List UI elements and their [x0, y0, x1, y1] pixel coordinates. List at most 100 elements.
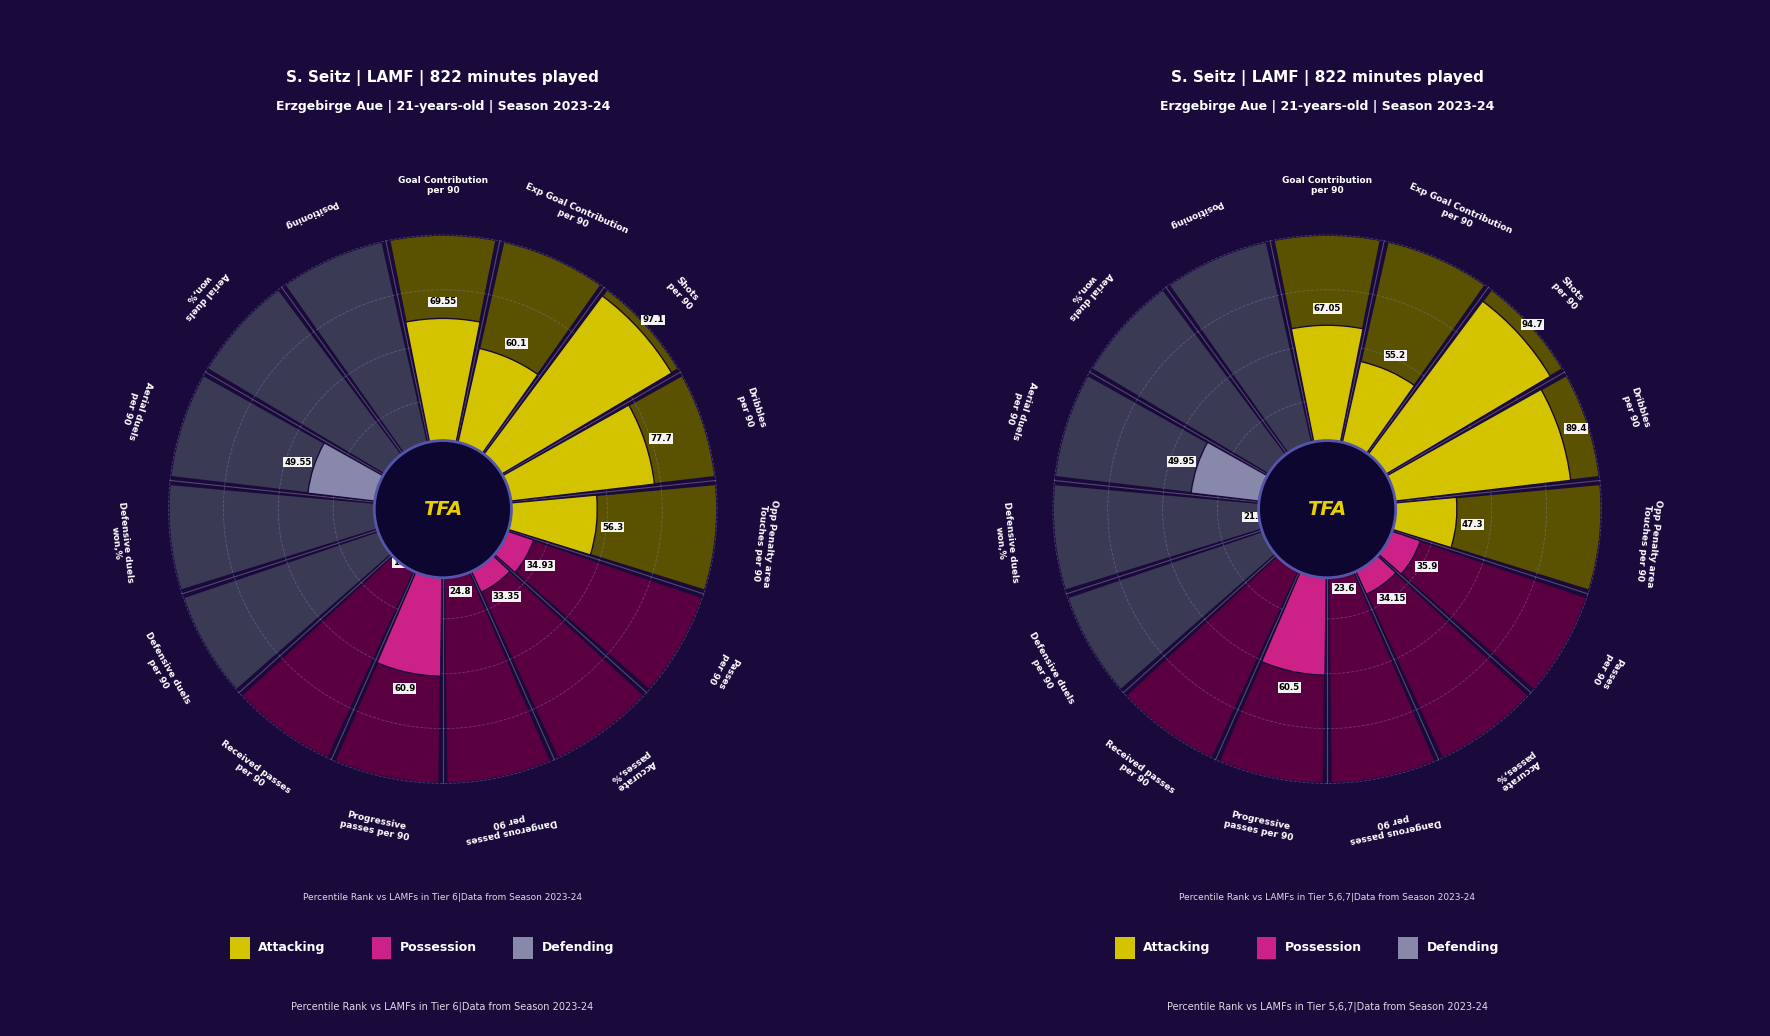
Text: Defensive duels
won,%: Defensive duels won,% [106, 501, 135, 584]
Wedge shape [442, 509, 510, 593]
Wedge shape [1328, 509, 1435, 783]
Text: Aerial duels
per 90: Aerial duels per 90 [117, 377, 154, 441]
Wedge shape [335, 509, 442, 783]
Wedge shape [1328, 509, 1352, 574]
Text: Aerial duels
won,%: Aerial duels won,% [1058, 263, 1113, 321]
Text: 97.1: 97.1 [643, 315, 664, 324]
Wedge shape [442, 375, 715, 509]
Text: Attacking: Attacking [258, 942, 326, 954]
Text: Dangerous passes
per 90: Dangerous passes per 90 [1347, 807, 1443, 845]
Wedge shape [1328, 301, 1551, 509]
Text: Exp Goal Contribution
per 90: Exp Goal Contribution per 90 [1404, 182, 1513, 246]
Wedge shape [1092, 289, 1328, 509]
Wedge shape [405, 509, 442, 554]
Wedge shape [241, 509, 442, 758]
Text: Passes
per 90: Passes per 90 [706, 651, 740, 691]
Text: Defensive duels
per 90: Defensive duels per 90 [135, 631, 191, 711]
Text: Dribbles
per 90: Dribbles per 90 [735, 386, 766, 432]
Wedge shape [1328, 509, 1397, 595]
Text: Percentile Rank vs LAMFs in Tier 5,6,7|Data from Season 2023-24: Percentile Rank vs LAMFs in Tier 5,6,7|D… [1179, 893, 1474, 902]
Wedge shape [1328, 509, 1420, 574]
Text: Shots
per 90: Shots per 90 [666, 274, 701, 311]
Wedge shape [377, 509, 442, 677]
Text: Attacking: Attacking [1143, 942, 1211, 954]
Wedge shape [182, 509, 443, 690]
Wedge shape [418, 507, 442, 517]
Text: Defending: Defending [542, 942, 614, 954]
Text: TFA: TFA [423, 499, 462, 519]
Text: Aerial duels
per 90: Aerial duels per 90 [1000, 377, 1037, 441]
Wedge shape [168, 484, 442, 591]
Text: 5.9: 5.9 [395, 468, 409, 477]
Wedge shape [207, 289, 442, 509]
Wedge shape [442, 495, 596, 555]
Text: S. Seitz | LAMF | 822 minutes played: S. Seitz | LAMF | 822 minutes played [1170, 70, 1483, 86]
Text: Goal Contribution
per 90: Goal Contribution per 90 [398, 176, 489, 195]
Wedge shape [442, 509, 703, 690]
Text: 60.5: 60.5 [1278, 683, 1299, 692]
Wedge shape [1328, 484, 1602, 591]
Wedge shape [442, 509, 644, 758]
Wedge shape [1328, 509, 1588, 690]
Wedge shape [442, 509, 469, 577]
Wedge shape [308, 442, 442, 509]
Wedge shape [1053, 484, 1328, 591]
Wedge shape [428, 496, 442, 509]
Text: Erzgebirge Aue | 21-years-old | Season 2023-24: Erzgebirge Aue | 21-years-old | Season 2… [1159, 100, 1494, 114]
Wedge shape [1269, 503, 1328, 526]
Wedge shape [1191, 442, 1328, 509]
Text: 21.0: 21.0 [1243, 513, 1264, 521]
Wedge shape [1328, 375, 1600, 509]
Text: 18.2: 18.2 [393, 558, 414, 568]
Wedge shape [442, 405, 655, 509]
Text: Opp Penalty area
Touches per 90: Opp Penalty area Touches per 90 [1635, 498, 1664, 588]
Text: 55.2: 55.2 [1384, 351, 1405, 361]
Wedge shape [1320, 503, 1328, 509]
Text: 13.1: 13.1 [1285, 547, 1306, 556]
Wedge shape [1322, 502, 1328, 509]
Wedge shape [442, 295, 673, 509]
Wedge shape [1067, 509, 1328, 690]
Text: 47.3: 47.3 [1462, 520, 1483, 529]
Text: Received passes
per 90: Received passes per 90 [212, 739, 292, 804]
Text: 77.7: 77.7 [650, 434, 673, 442]
Wedge shape [442, 509, 550, 783]
Text: Shots
per 90: Shots per 90 [1549, 274, 1586, 311]
Wedge shape [442, 484, 717, 591]
Wedge shape [1126, 509, 1328, 758]
Wedge shape [1168, 241, 1328, 509]
Circle shape [168, 235, 717, 783]
Wedge shape [442, 289, 678, 509]
Wedge shape [442, 241, 602, 509]
Text: 24.8: 24.8 [450, 587, 471, 597]
Text: Passes
per 90: Passes per 90 [1591, 651, 1625, 691]
Text: Dribbles
per 90: Dribbles per 90 [1620, 386, 1651, 432]
Text: 23.6: 23.6 [1333, 584, 1354, 593]
Text: 7.8: 7.8 [1273, 533, 1287, 541]
Text: 9.2: 9.2 [388, 533, 404, 541]
Text: 9.2: 9.2 [381, 511, 396, 519]
Wedge shape [405, 318, 480, 509]
Text: Opp Penalty area
Touches per 90: Opp Penalty area Touches per 90 [750, 498, 779, 588]
Text: Defending: Defending [1427, 942, 1499, 954]
Wedge shape [170, 375, 442, 509]
Wedge shape [1292, 325, 1363, 509]
Wedge shape [1328, 497, 1457, 548]
Wedge shape [1328, 509, 1529, 758]
Text: Defensive duels
won,%: Defensive duels won,% [991, 501, 1020, 584]
Wedge shape [1301, 509, 1328, 542]
Text: 49.95: 49.95 [1168, 457, 1195, 466]
Wedge shape [419, 509, 442, 526]
Text: 89.4: 89.4 [1565, 424, 1586, 433]
Wedge shape [389, 235, 496, 509]
Text: Possession: Possession [1285, 942, 1363, 954]
Text: Exp Goal Contribution
per 90: Exp Goal Contribution per 90 [520, 182, 630, 246]
Text: 49.55: 49.55 [285, 458, 312, 466]
Text: Erzgebirge Aue | 21-years-old | Season 2023-24: Erzgebirge Aue | 21-years-old | Season 2… [276, 100, 611, 114]
Wedge shape [285, 241, 442, 509]
Wedge shape [1328, 390, 1570, 509]
Text: Percentile Rank vs LAMFs in Tier 5,6,7|Data from Season 2023-24: Percentile Rank vs LAMFs in Tier 5,6,7|D… [1166, 1002, 1489, 1012]
Text: 69.55: 69.55 [430, 297, 457, 307]
Wedge shape [1220, 509, 1328, 783]
Text: 56.3: 56.3 [602, 522, 623, 531]
